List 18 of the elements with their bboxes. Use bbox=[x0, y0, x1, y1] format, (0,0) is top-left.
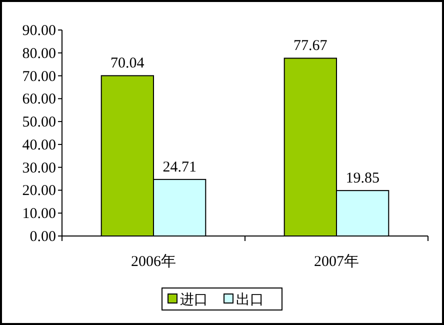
data-label: 77.67 bbox=[294, 38, 328, 54]
y-tick-label: 80.00 bbox=[22, 46, 56, 62]
data-label: 19.85 bbox=[346, 170, 380, 187]
y-tick-label: 60.00 bbox=[22, 92, 56, 108]
y-tick-label: 30.00 bbox=[22, 160, 56, 176]
x-tick-label: 2006年 bbox=[131, 253, 176, 270]
data-label: 70.04 bbox=[110, 56, 145, 72]
legend-label: 出口 bbox=[236, 292, 264, 308]
y-tick-label: 90.00 bbox=[22, 23, 56, 39]
x-tick-label: 2007年 bbox=[314, 253, 359, 270]
legend-label: 进口 bbox=[180, 292, 208, 308]
y-tick-label: 0.00 bbox=[30, 229, 56, 245]
y-tick-label: 50.00 bbox=[22, 114, 56, 131]
data-label: 24.71 bbox=[162, 159, 196, 176]
y-tick-label: 70.00 bbox=[22, 68, 56, 85]
y-tick-label: 40.00 bbox=[22, 137, 56, 154]
y-tick-label: 20.00 bbox=[22, 183, 56, 200]
y-tick-label: 10.00 bbox=[22, 206, 56, 222]
